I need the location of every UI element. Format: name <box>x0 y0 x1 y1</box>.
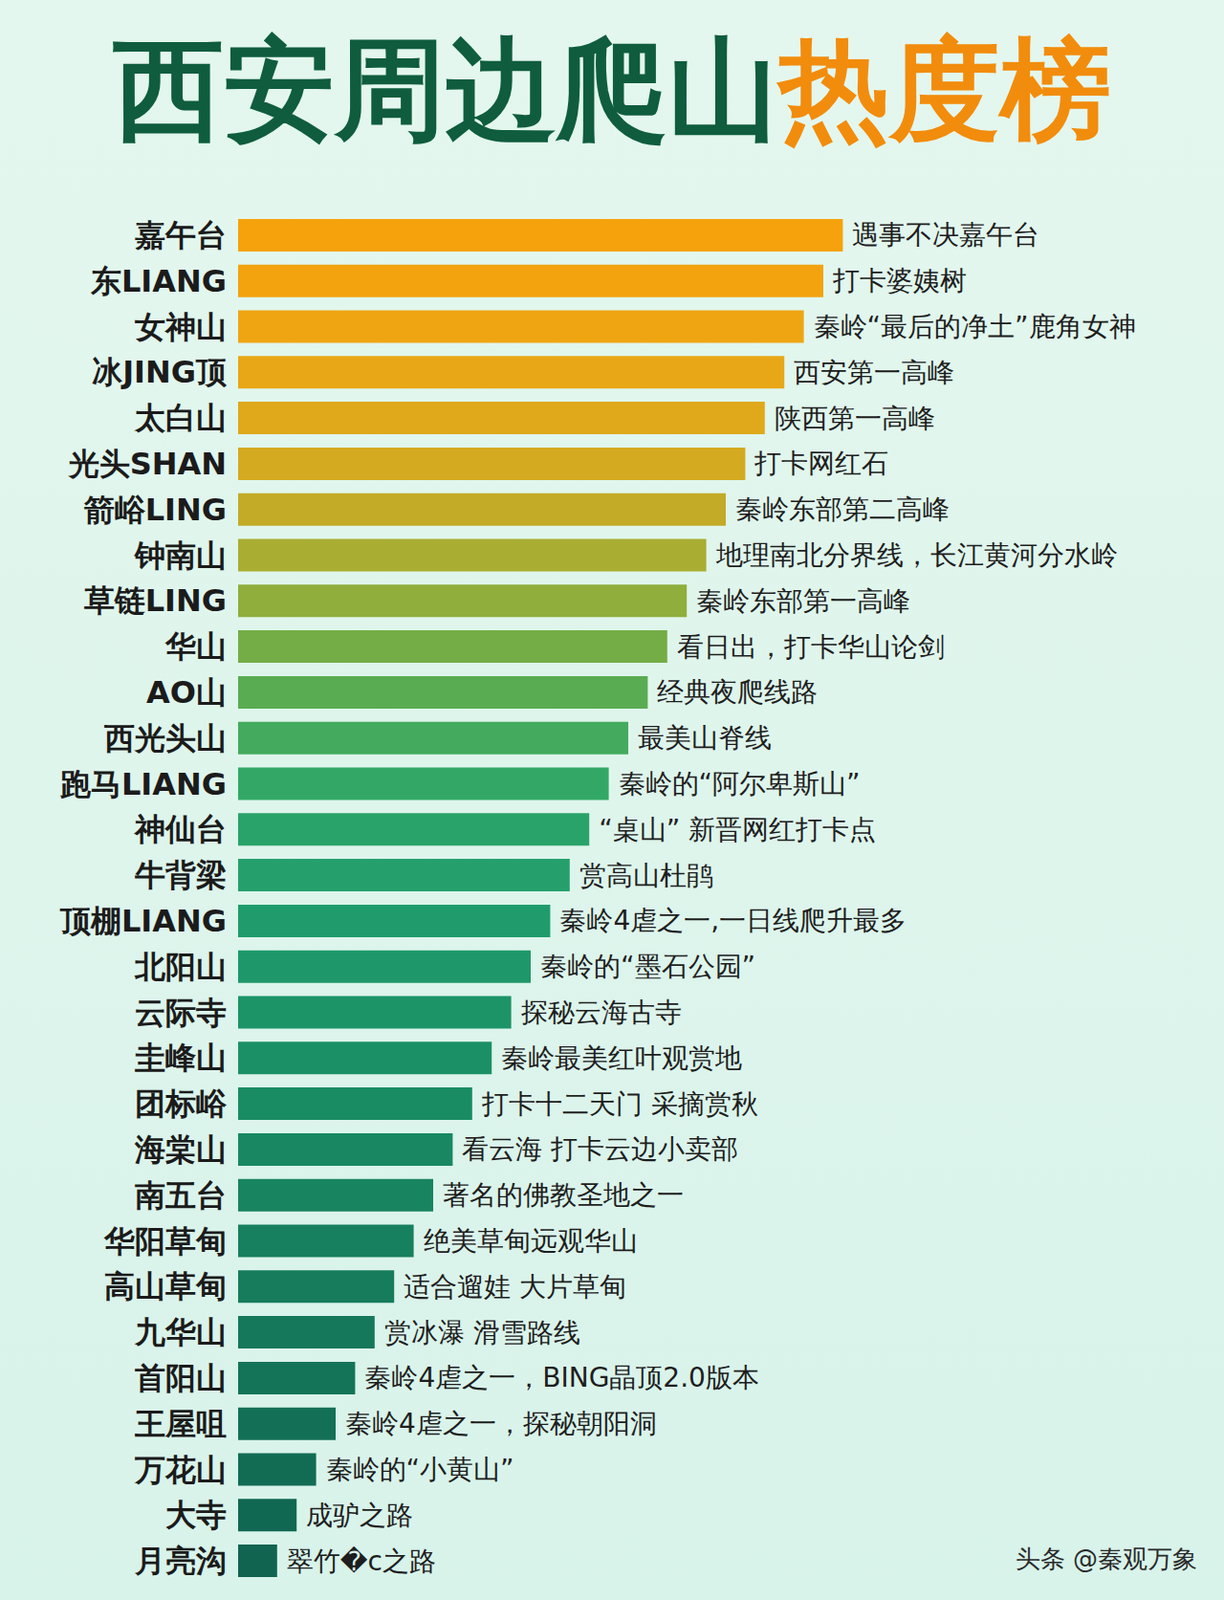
svg-text:牛背梁: 牛背梁 <box>133 856 227 894</box>
svg-text:AO山: AO山 <box>146 674 227 711</box>
svg-text:团标峪: 团标峪 <box>134 1085 228 1122</box>
svg-text:打卡婆姨树: 打卡婆姨树 <box>831 264 967 297</box>
svg-text:大寺: 大寺 <box>165 1496 227 1533</box>
svg-text:“桌山” 新晋网红打卡点: “桌山” 新晋网红打卡点 <box>598 813 876 846</box>
svg-text:最美山脊线: 最美山脊线 <box>637 721 772 754</box>
svg-text:秦岭的“小黄山”: 秦岭的“小黄山” <box>326 1453 515 1486</box>
svg-text:适合遛娃 大片草甸: 适合遛娃 大片草甸 <box>403 1270 627 1303</box>
svg-text:秦岭“最后的净土”鹿角女神: 秦岭“最后的净土”鹿角女神 <box>813 310 1137 343</box>
svg-text:华阳草甸: 华阳草甸 <box>103 1223 227 1260</box>
svg-text:万花山: 万花山 <box>133 1451 227 1488</box>
svg-text:头条 @秦观万象: 头条 @秦观万象 <box>1015 1544 1198 1574</box>
svg-text:著名的佛教圣地之一: 著名的佛教圣地之一 <box>442 1179 684 1211</box>
svg-text:跑马LIANG: 跑马LIANG <box>59 765 227 803</box>
svg-text:陕西第一高峰: 陕西第一高峰 <box>774 402 936 435</box>
svg-text:西光头山: 西光头山 <box>103 720 227 757</box>
svg-text:光头SHAN: 光头SHAN <box>66 445 227 482</box>
svg-text:南五台: 南五台 <box>134 1177 227 1214</box>
svg-text:嘉午台: 嘉午台 <box>134 217 227 254</box>
svg-text:女神山: 女神山 <box>133 308 227 346</box>
svg-text:地理南北分界线，长江黄河分水岭: 地理南北分界线，长江黄河分水岭 <box>715 539 1118 571</box>
svg-text:秦岭4虐之一，探秘朝阳洞: 秦岭4虐之一，探秘朝阳洞 <box>345 1407 657 1440</box>
svg-text:冰JING顶: 冰JING顶 <box>91 353 227 391</box>
svg-text:成驴之路: 成驴之路 <box>306 1499 414 1531</box>
svg-text:西安周边爬山: 西安周边爬山 <box>111 24 779 154</box>
svg-text:热度榜: 热度榜 <box>775 24 1112 154</box>
svg-text:华山: 华山 <box>164 628 227 665</box>
svg-text:神仙台: 神仙台 <box>132 810 227 848</box>
svg-text:秦岭4虐之一,一日线爬升最多: 秦岭4虐之一,一日线爬升最多 <box>559 904 907 937</box>
svg-text:月亮沟: 月亮沟 <box>133 1542 227 1579</box>
svg-text:秦岭东部第一高峰: 秦岭东部第一高峰 <box>696 585 911 617</box>
svg-text:赏高山杜鹃: 赏高山杜鹃 <box>579 859 714 892</box>
svg-text:钟南山: 钟南山 <box>132 537 227 574</box>
svg-text:高山草甸: 高山草甸 <box>104 1267 227 1305</box>
svg-text:北阳山: 北阳山 <box>133 948 227 985</box>
svg-text:秦岭4虐之一，BING晶顶2.0版本: 秦岭4虐之一，BING晶顶2.0版本 <box>364 1361 759 1394</box>
svg-text:打卡十二天门 采摘赏秋: 打卡十二天门 采摘赏秋 <box>480 1088 759 1120</box>
svg-text:绝美草甸远观华山: 绝美草甸远观华山 <box>423 1224 638 1257</box>
svg-text:打卡网红石: 打卡网红石 <box>753 447 889 480</box>
svg-text:顶棚LIANG: 顶棚LIANG <box>59 902 227 940</box>
svg-text:西安第一高峰: 西安第一高峰 <box>793 356 955 389</box>
svg-text:东LIANG: 东LIANG <box>89 262 227 300</box>
svg-text:王屋咀: 王屋咀 <box>133 1405 227 1443</box>
svg-text:赏冰瀑 滑雪路线: 赏冰瀑 滑雪路线 <box>384 1316 581 1349</box>
svg-text:秦岭最美红叶观赏地: 秦岭最美红叶观赏地 <box>501 1042 743 1074</box>
svg-text:圭峰山: 圭峰山 <box>133 1039 227 1076</box>
svg-text:太白山: 太白山 <box>133 399 227 437</box>
svg-text:首阳山: 首阳山 <box>134 1359 227 1397</box>
svg-text:海棠山: 海棠山 <box>133 1131 227 1168</box>
svg-text:九华山: 九华山 <box>133 1313 227 1351</box>
svg-text:秦岭的“墨石公园”: 秦岭的“墨石公园” <box>540 950 756 983</box>
svg-text:遇事不决嘉午台: 遇事不决嘉午台 <box>852 218 1040 251</box>
svg-text:草链LING: 草链LING <box>84 582 227 619</box>
svg-text:探秘云海古寺: 探秘云海古寺 <box>521 996 682 1028</box>
svg-text:箭峪LING: 箭峪LING <box>83 491 227 528</box>
svg-text:云际寺: 云际寺 <box>134 994 227 1031</box>
svg-text:看云海 打卡云边小卖部: 看云海 打卡云边小卖部 <box>461 1133 739 1165</box>
svg-text:翠竹�c之路: 翠竹�c之路 <box>286 1545 437 1577</box>
svg-text:经典夜爬线路: 经典夜爬线路 <box>656 676 818 708</box>
svg-text:秦岭的“阿尔卑斯山”: 秦岭的“阿尔卑斯山” <box>618 767 861 800</box>
svg-text:看日出，打卡华山论剑: 看日出，打卡华山论剑 <box>677 631 945 663</box>
svg-text:秦岭东部第二高峰: 秦岭东部第二高峰 <box>735 493 950 525</box>
